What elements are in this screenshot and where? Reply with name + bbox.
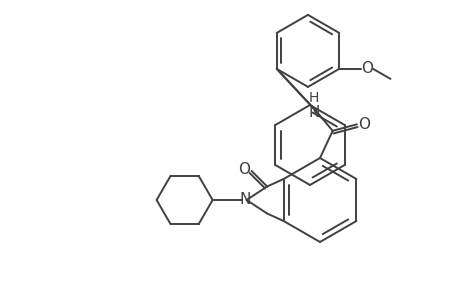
Text: N: N (308, 105, 319, 120)
Text: O: O (238, 162, 250, 177)
Text: O: O (357, 117, 369, 132)
Text: H: H (308, 91, 319, 105)
Text: N: N (240, 193, 251, 208)
Text: O: O (360, 61, 372, 76)
